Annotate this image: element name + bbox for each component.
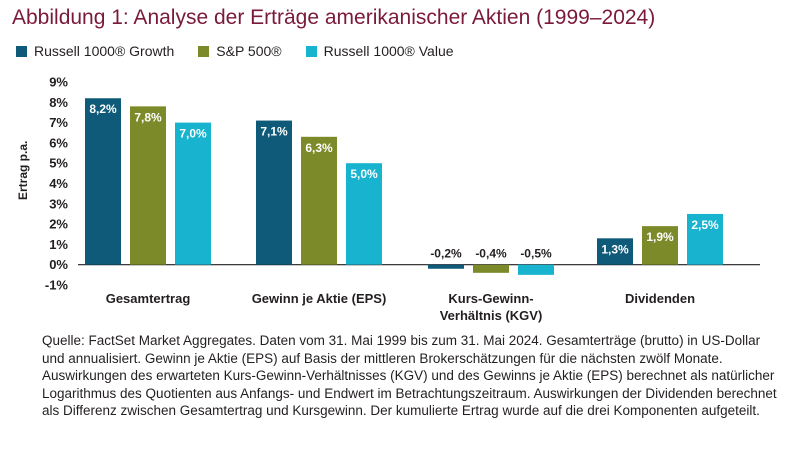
bar-value-label: 7,8% <box>134 110 162 124</box>
bar <box>518 264 554 275</box>
y-tick-label: -1% <box>45 278 69 293</box>
bar <box>301 136 337 265</box>
legend-label-sp500: S&P 500® <box>216 43 282 59</box>
bar-value-label: 6,3% <box>305 141 333 155</box>
bar-chart: -1% 0% 1% 2% 3% 4% 5% 6% 7% 8% 9% 8,2% 7,1% -0,2% 1,3%… <box>45 75 760 323</box>
bar <box>687 213 723 265</box>
y-tick-label: 3% <box>49 196 68 211</box>
bar <box>642 226 678 265</box>
legend: Russell 1000® Growth S&P 500® Russell 10… <box>16 42 478 60</box>
bar-value-label: 7,0% <box>179 127 207 141</box>
bar <box>85 98 121 265</box>
bar-value-label: 2,5% <box>691 218 719 232</box>
y-tick-label: 9% <box>49 75 68 90</box>
y-tick-label: 5% <box>49 156 68 171</box>
y-tick-label: 1% <box>49 237 68 252</box>
bar <box>428 264 464 269</box>
bar-value-label: 5,0% <box>350 167 378 181</box>
y-tick-label: 4% <box>49 176 68 191</box>
legend-item-growth: Russell 1000® Growth <box>16 43 174 59</box>
category-label: Dividenden <box>625 291 695 306</box>
chart-title: Abbildung 1: Analyse der Erträge amerika… <box>12 6 656 29</box>
legend-swatch-growth <box>16 45 27 57</box>
legend-label-growth: Russell 1000® Growth <box>34 43 175 59</box>
legend-swatch-value <box>305 45 317 57</box>
bar-value-label: 1,3% <box>601 242 629 256</box>
legend-item-sp500: S&P 500® <box>198 43 282 59</box>
y-tick-label: 7% <box>49 115 68 130</box>
bar-value-label: -0,4% <box>475 247 507 261</box>
bar-value-label: 7,1% <box>260 125 288 139</box>
bar-value-label: -0,2% <box>430 247 462 261</box>
y-tick-label: 0% <box>49 257 68 272</box>
bar <box>256 120 292 265</box>
bar <box>346 163 382 265</box>
bar <box>175 122 211 265</box>
bar <box>473 264 509 273</box>
bar-value-label: -0,5% <box>520 247 552 261</box>
legend-item-value: Russell 1000® Value <box>305 43 454 59</box>
bar <box>130 106 166 265</box>
bar-value-label: 1,9% <box>646 230 674 244</box>
legend-swatch-sp500 <box>198 45 210 57</box>
bar-value-label: 8,2% <box>89 102 117 116</box>
bar <box>597 238 633 265</box>
category-label: Gewinn je Aktie (EPS) <box>252 291 387 306</box>
y-tick-label: 2% <box>49 217 68 232</box>
category-label: Gesamtertrag <box>106 291 191 306</box>
y-tick-label: 8% <box>49 95 68 110</box>
source-note: Quelle: FactSet Market Aggregates. Daten… <box>42 333 777 419</box>
legend-label-value: Russell 1000® Value <box>323 43 454 59</box>
category-label: Verhältnis (KGV) <box>440 308 543 323</box>
category-label: Kurs-Gewinn- <box>448 291 533 306</box>
y-tick-label: 6% <box>49 135 68 150</box>
